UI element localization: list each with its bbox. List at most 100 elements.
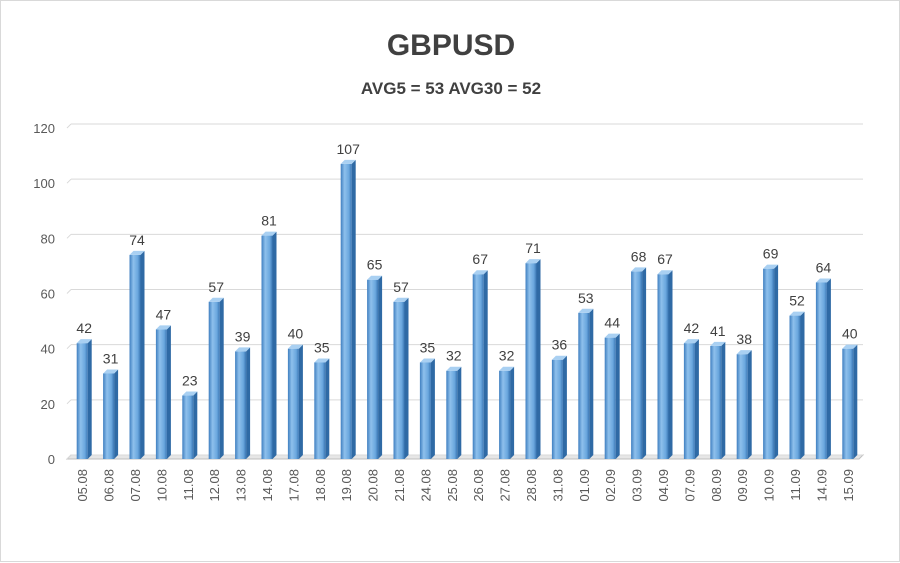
gridline-depth xyxy=(66,178,72,184)
bar xyxy=(631,271,643,459)
x-tick-label: 17.08 xyxy=(286,469,301,502)
data-label: 69 xyxy=(763,246,779,262)
bar xyxy=(815,282,827,459)
bar-top xyxy=(842,344,858,349)
data-label: 57 xyxy=(208,279,224,295)
data-label: 67 xyxy=(657,251,673,267)
bar xyxy=(472,274,484,459)
x-tick-label: 07.09 xyxy=(682,469,697,502)
bar xyxy=(367,279,379,459)
bar xyxy=(499,370,511,459)
bar-top xyxy=(763,264,779,269)
data-label: 35 xyxy=(314,339,330,355)
x-tick-label: 19.08 xyxy=(339,469,354,502)
bar xyxy=(261,235,273,459)
x-tick-label: 18.08 xyxy=(313,469,328,502)
x-tick-label: 31.08 xyxy=(550,469,565,502)
x-tick-label: 11.09 xyxy=(788,469,803,501)
data-label: 32 xyxy=(446,348,462,364)
bar-top xyxy=(393,297,409,302)
data-label: 64 xyxy=(816,259,832,275)
bar-side xyxy=(404,297,409,459)
bar-side xyxy=(747,350,752,459)
x-tick-label: 08.09 xyxy=(709,469,724,502)
bar xyxy=(683,343,695,459)
bar-top xyxy=(261,231,277,236)
y-tick-label: 120 xyxy=(33,121,55,136)
bar-top xyxy=(525,259,541,264)
gridline-depth xyxy=(66,399,72,405)
x-tick-label: 06.08 xyxy=(102,469,117,502)
data-labels: 42 31 74 47 23 57 39 81 40 35 107 65 57 35 32 67 32 71 36 5… xyxy=(76,141,857,389)
x-tick-label: 24.08 xyxy=(418,469,433,502)
bar-top xyxy=(155,325,171,330)
bar-side xyxy=(193,391,198,459)
bar-top xyxy=(710,341,726,346)
bar xyxy=(393,301,405,459)
x-tick-label: 26.08 xyxy=(471,469,486,502)
bar xyxy=(710,345,722,459)
bar xyxy=(208,301,220,459)
y-tick-label: 40 xyxy=(41,342,55,357)
bar xyxy=(182,395,194,459)
data-label: 42 xyxy=(684,320,700,336)
data-label: 74 xyxy=(129,232,145,248)
data-label: 57 xyxy=(393,279,409,295)
bar-top xyxy=(683,339,699,344)
bar-top xyxy=(340,159,356,164)
data-label: 42 xyxy=(76,320,92,336)
x-tick-label: 21.08 xyxy=(392,469,407,502)
x-tick-label: 12.08 xyxy=(207,469,222,502)
bar-top xyxy=(208,297,224,302)
data-label: 39 xyxy=(235,328,251,344)
data-label: 107 xyxy=(337,141,361,157)
data-label: 31 xyxy=(103,350,119,366)
bar-top xyxy=(314,358,330,363)
x-tick-label: 10.09 xyxy=(762,469,777,502)
bar-side xyxy=(166,325,171,459)
bar xyxy=(129,254,141,459)
bar xyxy=(76,343,88,459)
bar-side xyxy=(800,311,805,459)
bar-top xyxy=(472,270,488,275)
gridline-depth xyxy=(66,123,72,129)
data-label: 68 xyxy=(631,248,647,264)
bar-side xyxy=(325,358,330,459)
y-axis: 0 20 40 60 80 100 120 xyxy=(33,121,55,467)
y-tick-label: 100 xyxy=(33,176,55,191)
x-tick-label: 27.08 xyxy=(498,469,513,502)
bar xyxy=(419,362,431,459)
bar xyxy=(736,354,748,459)
bar xyxy=(789,315,801,459)
bar-side xyxy=(298,344,303,459)
x-tick-label: 03.09 xyxy=(630,469,645,502)
data-label: 23 xyxy=(182,373,198,389)
bar-top xyxy=(551,355,567,360)
bar-top xyxy=(789,311,805,316)
bar-top xyxy=(367,275,383,280)
bar-side xyxy=(826,278,831,459)
bar-side xyxy=(642,267,647,459)
gridline-depth xyxy=(66,289,72,294)
bar xyxy=(287,348,299,459)
data-label: 52 xyxy=(789,293,805,309)
bar xyxy=(314,362,326,459)
bar-side xyxy=(615,333,620,459)
x-tick-label: 28.08 xyxy=(524,469,539,502)
x-tick-label: 11.08 xyxy=(181,469,196,501)
bar-top xyxy=(103,369,119,374)
bar-side xyxy=(774,264,779,459)
bar-side xyxy=(562,355,567,459)
x-tick-label: 01.09 xyxy=(577,469,592,502)
bar xyxy=(446,370,458,459)
bar-side xyxy=(378,275,383,459)
data-label: 47 xyxy=(156,306,172,322)
bar xyxy=(103,373,115,459)
bar-side xyxy=(351,159,356,459)
y-tick-label: 80 xyxy=(41,231,55,246)
data-label: 65 xyxy=(367,257,383,273)
bar xyxy=(842,348,854,459)
bar-top xyxy=(235,347,251,352)
bar-side xyxy=(114,369,119,459)
x-tick-label: 07.08 xyxy=(128,469,143,502)
